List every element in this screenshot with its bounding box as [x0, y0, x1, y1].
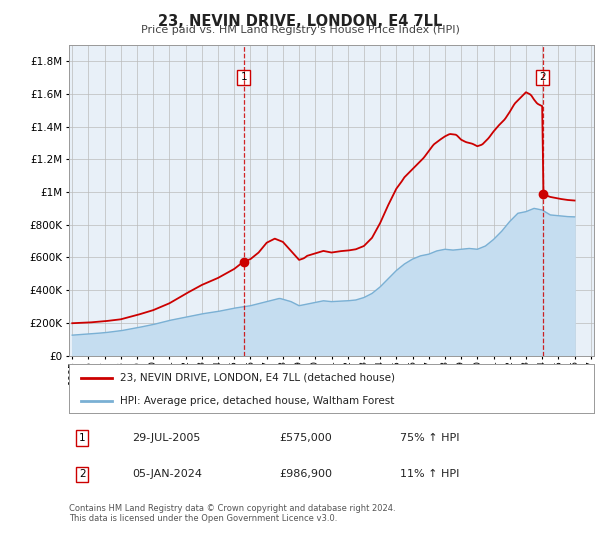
Text: 05-JAN-2024: 05-JAN-2024 — [132, 469, 202, 479]
Text: 2: 2 — [79, 469, 85, 479]
Text: 29-JUL-2005: 29-JUL-2005 — [132, 433, 200, 443]
Text: 75% ↑ HPI: 75% ↑ HPI — [400, 433, 459, 443]
Text: £986,900: £986,900 — [279, 469, 332, 479]
Text: Price paid vs. HM Land Registry's House Price Index (HPI): Price paid vs. HM Land Registry's House … — [140, 25, 460, 35]
Text: £575,000: £575,000 — [279, 433, 332, 443]
Text: 23, NEVIN DRIVE, LONDON, E4 7LL: 23, NEVIN DRIVE, LONDON, E4 7LL — [158, 14, 442, 29]
Text: Contains HM Land Registry data © Crown copyright and database right 2024.: Contains HM Land Registry data © Crown c… — [69, 504, 395, 513]
Text: HPI: Average price, detached house, Waltham Forest: HPI: Average price, detached house, Walt… — [121, 396, 395, 406]
Text: 23, NEVIN DRIVE, LONDON, E4 7LL (detached house): 23, NEVIN DRIVE, LONDON, E4 7LL (detache… — [121, 373, 395, 383]
Text: 2: 2 — [539, 72, 546, 82]
Text: 11% ↑ HPI: 11% ↑ HPI — [400, 469, 459, 479]
Text: This data is licensed under the Open Government Licence v3.0.: This data is licensed under the Open Gov… — [69, 514, 337, 523]
Text: 1: 1 — [241, 72, 247, 82]
Text: 1: 1 — [79, 433, 85, 443]
